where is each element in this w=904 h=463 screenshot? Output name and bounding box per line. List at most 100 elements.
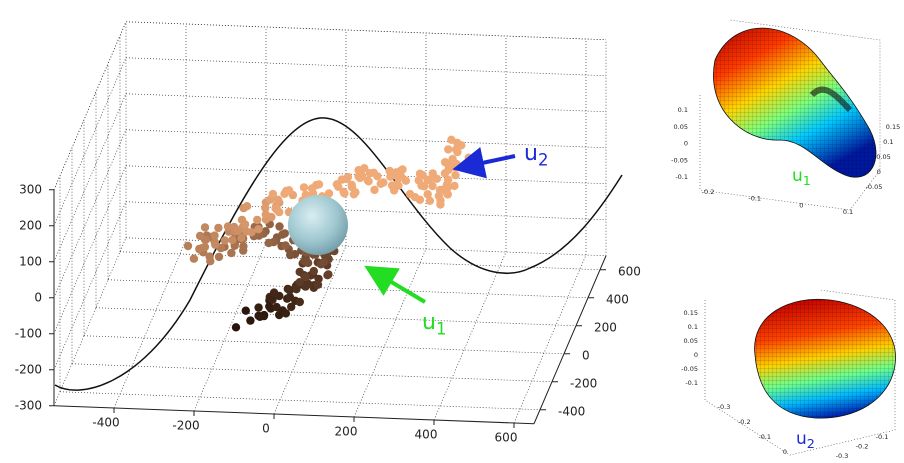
- walk-point: [428, 181, 437, 191]
- walk-point: [254, 303, 263, 312]
- grid-line: [125, 237, 607, 257]
- walk-point: [423, 175, 432, 184]
- grid-line: [95, 307, 577, 327]
- small-plot-top: -0.2 -0.1 0 0.1 -0.05 0 0.05 0.1 0.15 -0.1 -0.05 0 0…: [671, 19, 900, 216]
- z-tick-label: 300: [19, 182, 42, 196]
- grid-line: [125, 57, 607, 77]
- arrow: [364, 265, 427, 304]
- z-tick-label: -0.05: [681, 365, 698, 373]
- walk-point: [210, 231, 219, 240]
- z-tick-label: -200: [15, 362, 42, 376]
- grid-line: [193, 242, 267, 412]
- y-tick-label: 0: [877, 168, 881, 176]
- y-tick-label: 0.05: [876, 153, 890, 161]
- walk-point: [240, 220, 250, 229]
- walk-point: [284, 186, 294, 195]
- annotation-label: u1: [422, 310, 446, 338]
- walk-point: [214, 252, 224, 262]
- x-tick-label: 200: [335, 425, 358, 439]
- grid-line: [125, 201, 607, 221]
- walk-point: [254, 225, 263, 234]
- walk-point: [340, 189, 349, 198]
- walk-point: [444, 145, 453, 154]
- z-tick-label: -0.1: [675, 173, 688, 181]
- walk-point: [425, 196, 435, 205]
- x-tick-label: -0.2: [702, 188, 715, 196]
- walk-point: [309, 266, 318, 276]
- z-tick-label: 100: [19, 254, 42, 268]
- small-plot-bottom: -0.3 -0.2 -0.1 0 -0.3 -0.2 -0.1 -0.1 -0.05 0 0.05 0…: [681, 289, 896, 460]
- walk-point: [363, 176, 372, 185]
- x-tick-label: -0.2: [738, 418, 751, 426]
- walk-point: [443, 175, 453, 184]
- z-tick-label: 200: [19, 218, 42, 232]
- walk-point: [312, 180, 321, 190]
- y-tick-label: -0.3: [836, 452, 849, 460]
- walk-point: [220, 236, 229, 245]
- walk-point: [278, 230, 287, 239]
- walk-point: [447, 135, 456, 144]
- walk-point: [223, 222, 233, 231]
- axis-box: [704, 289, 896, 456]
- z-tick-label: 0.05: [684, 337, 698, 345]
- z-tick-label: 0.1: [688, 323, 698, 331]
- grid-line: [59, 391, 541, 411]
- walk-point: [214, 223, 223, 233]
- y-tick-label: -400: [558, 404, 585, 418]
- walk-point: [200, 242, 210, 252]
- z-tick-label: -300: [15, 398, 42, 412]
- walk-point: [275, 207, 284, 217]
- annotation-label: u2: [524, 141, 548, 169]
- walk-point: [292, 285, 301, 294]
- label-base: u: [792, 166, 803, 186]
- walk-point: [313, 280, 323, 289]
- label-base: u: [796, 429, 807, 449]
- z-tick-label: 0: [34, 290, 42, 304]
- grid-line: [125, 129, 607, 149]
- x-tick-label: 600: [495, 431, 518, 445]
- walk-point: [451, 171, 460, 180]
- walk-point: [360, 164, 369, 173]
- grid-line: [125, 93, 607, 113]
- grid-line: [71, 363, 553, 383]
- annotation-label: u1: [792, 166, 811, 189]
- label-subscript: 1: [803, 174, 811, 189]
- x-tick-label: 0: [799, 201, 803, 209]
- label-subscript: 2: [538, 150, 549, 169]
- y-tick-label: -0.2: [856, 443, 869, 451]
- x-tick-label: 0: [262, 422, 270, 436]
- walk-point: [295, 278, 304, 287]
- walk-point: [242, 202, 252, 211]
- walk-point: [189, 254, 199, 263]
- sphere: [288, 195, 348, 255]
- walk-point: [237, 233, 246, 243]
- grid-line: [107, 279, 589, 299]
- walk-point: [200, 223, 210, 232]
- x-tick-label: -0.1: [748, 195, 761, 203]
- walk-point: [432, 174, 442, 183]
- surface: [754, 298, 896, 419]
- trajectory-curve: [54, 117, 623, 391]
- walk-point: [302, 257, 312, 266]
- walk-point: [460, 161, 470, 170]
- grid-line: [53, 201, 127, 370]
- label-subscript: 2: [807, 437, 815, 452]
- y-tick-label: -200: [570, 376, 597, 390]
- walk-point: [254, 311, 263, 320]
- grid-line: [125, 21, 607, 41]
- walk-point: [246, 316, 255, 325]
- z-tick-label: 0: [694, 351, 698, 359]
- grid-line: [273, 245, 347, 415]
- annotation-label: u2: [796, 429, 815, 452]
- grid-line: [53, 21, 127, 190]
- walk-point: [241, 306, 250, 315]
- walk-point: [324, 270, 333, 279]
- walk-point: [401, 176, 411, 185]
- walk-point: [370, 185, 379, 195]
- x-tick-label: -400: [92, 416, 119, 430]
- walk-point: [357, 171, 367, 180]
- walk-point: [206, 257, 215, 266]
- walk-point: [444, 160, 453, 170]
- grid-line: [83, 335, 565, 355]
